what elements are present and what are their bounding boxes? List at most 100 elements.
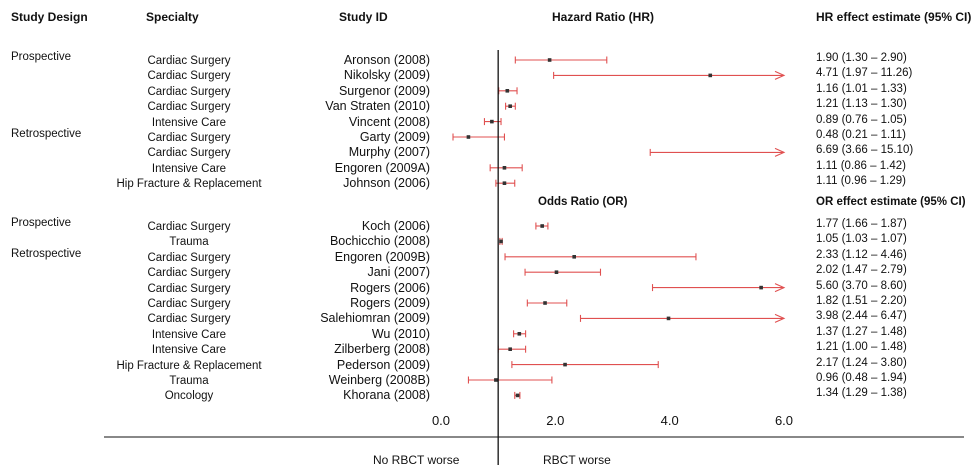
x-tick-label: 2.0	[546, 413, 564, 428]
ci-mark	[651, 283, 786, 293]
ci-mark	[452, 133, 506, 141]
effect-estimate-label: 0.96 (0.48 – 1.94)	[816, 372, 907, 384]
study-id-label: Jani (2007)	[367, 265, 430, 280]
header-odds-ratio: Odds Ratio (OR)	[538, 196, 628, 208]
specialty-label: Cardiac Surgery	[147, 101, 231, 114]
point-estimate	[494, 378, 498, 382]
point-estimate	[508, 104, 512, 108]
header-study-id: Study ID	[339, 10, 388, 24]
effect-estimate-label: 1.05 (1.03 – 1.07)	[816, 233, 907, 246]
study-design-label: Prospective	[11, 217, 72, 229]
specialty-label: Cardiac Surgery	[147, 282, 231, 295]
specialty-label: Cardiac Surgery	[147, 70, 231, 83]
study-id-label: Weinberg (2008B)	[328, 373, 430, 387]
effect-estimate-label: 6.69 (3.66 – 15.10)	[816, 144, 914, 157]
specialty-label: Cardiac Surgery	[147, 298, 231, 310]
ci-mark	[526, 299, 568, 307]
effect-estimate-label: 1.21 (1.13 – 1.30)	[816, 98, 907, 111]
specialty-label: Intensive Care	[151, 344, 227, 357]
study-id-label: Wu (2010)	[371, 326, 430, 341]
point-estimate	[502, 166, 507, 170]
specialty-label: Cardiac Surgery	[147, 313, 231, 326]
point-estimate	[540, 224, 544, 228]
study-id-label: Surgenor (2009)	[338, 83, 430, 98]
effect-estimate-label: 1.90 (1.30 – 2.90)	[816, 52, 907, 64]
effect-estimate-label: 2.02 (1.47 – 2.79)	[816, 264, 907, 277]
point-estimate	[759, 285, 763, 290]
study-id-label: Murphy (2007)	[348, 145, 430, 160]
specialty-label: Cardiac Surgery	[147, 267, 231, 280]
point-estimate	[708, 73, 713, 78]
point-estimate	[666, 316, 671, 321]
study-id-label: Johnson (2006)	[343, 176, 430, 191]
ci-mark	[514, 56, 608, 64]
study-id-label: Pederson (2009)	[336, 357, 430, 372]
effect-estimate-label: 1.16 (1.01 – 1.33)	[816, 82, 907, 95]
point-estimate	[547, 58, 552, 62]
point-estimate	[505, 89, 510, 93]
point-estimate	[517, 332, 522, 336]
study-id-label: Vincent (2008)	[348, 114, 430, 129]
ci-mark	[553, 70, 786, 80]
point-estimate	[563, 362, 567, 367]
header-hr-estimate: HR effect estimate (95% CI)	[816, 10, 972, 24]
specialty-label: Oncology	[164, 390, 214, 403]
point-estimate	[515, 393, 520, 398]
point-estimate	[466, 135, 471, 139]
header-study-design: Study Design	[11, 10, 88, 24]
point-estimate	[502, 181, 507, 185]
study-id-label: Aronson (2008)	[343, 53, 430, 67]
x-tick-label: 6.0	[775, 413, 793, 428]
effect-estimate-label: 1.21 (1.00 – 1.48)	[816, 341, 907, 354]
header-specialty: Specialty	[146, 10, 199, 24]
specialty-label: Cardiac Surgery	[147, 55, 231, 67]
effect-estimate-label: 2.33 (1.12 – 4.46)	[816, 248, 907, 261]
ci-mark	[511, 361, 659, 369]
effect-estimate-label: 0.48 (0.21 – 1.11)	[816, 129, 906, 141]
study-id-label: Rogers (2009)	[350, 296, 430, 310]
study-id-label: Bochicchio (2008)	[329, 234, 430, 249]
specialty-label: Cardiac Surgery	[147, 221, 231, 233]
study-design-label: Retrospective	[11, 247, 82, 260]
header-hazard-ratio: Hazard Ratio (HR)	[552, 10, 655, 24]
ci-mark	[579, 313, 786, 323]
ci-mark	[524, 268, 602, 276]
specialty-label: Hip Fracture & Replacement	[116, 359, 262, 372]
point-estimate	[499, 239, 503, 244]
effect-estimate-label: 2.17 (1.24 – 3.80)	[816, 356, 907, 369]
study-id-label: Zilberberg (2008)	[334, 342, 430, 357]
header-or-estimate: OR effect estimate (95% CI)	[816, 196, 966, 208]
specialty-label: Trauma	[169, 236, 209, 249]
specialty-label: Intensive Care	[151, 116, 227, 129]
specialty-label: Cardiac Surgery	[147, 85, 231, 98]
x-tick-label: 4.0	[661, 413, 679, 428]
point-estimate	[490, 119, 494, 124]
effect-estimate-label: 1.82 (1.51 – 2.20)	[816, 295, 907, 307]
point-estimate	[543, 301, 547, 305]
x-tick-label: 0.0	[432, 413, 450, 428]
ci-mark	[504, 253, 697, 261]
effect-estimate-label: 1.11 (0.96 – 1.29)	[816, 175, 906, 188]
study-id-label: Khorana (2008)	[343, 388, 430, 403]
effect-estimate-label: 1.34 (1.29 – 1.38)	[816, 387, 907, 400]
specialty-label: Cardiac Surgery	[147, 251, 231, 264]
study-id-label: Nikolsky (2009)	[343, 68, 430, 83]
ci-mark	[649, 147, 786, 157]
specialty-label: Cardiac Surgery	[147, 147, 231, 160]
ci-mark	[467, 376, 553, 384]
study-id-label: Salehiomran (2009)	[320, 311, 430, 326]
specialty-label: Trauma	[169, 375, 209, 387]
footer-rbct-worse: RBCT worse	[543, 453, 611, 467]
specialty-label: Cardiac Surgery	[147, 132, 231, 144]
study-id-label: Engoren (2009A)	[334, 160, 430, 175]
effect-estimate-label: 0.89 (0.76 – 1.05)	[816, 113, 907, 126]
effect-estimate-label: 1.77 (1.66 – 1.87)	[816, 218, 907, 230]
effect-estimate-label: 5.60 (3.70 – 8.60)	[816, 279, 907, 292]
effect-estimate-label: 1.37 (1.27 – 1.48)	[816, 325, 907, 338]
effect-estimate-label: 4.71 (1.97 – 11.26)	[816, 67, 913, 80]
point-estimate	[508, 347, 512, 351]
footer-no-rbct-worse: No RBCT worse	[373, 453, 460, 467]
effect-estimate-label: 1.11 (0.86 – 1.42)	[816, 159, 906, 172]
study-id-label: Van Straten (2010)	[325, 99, 430, 114]
